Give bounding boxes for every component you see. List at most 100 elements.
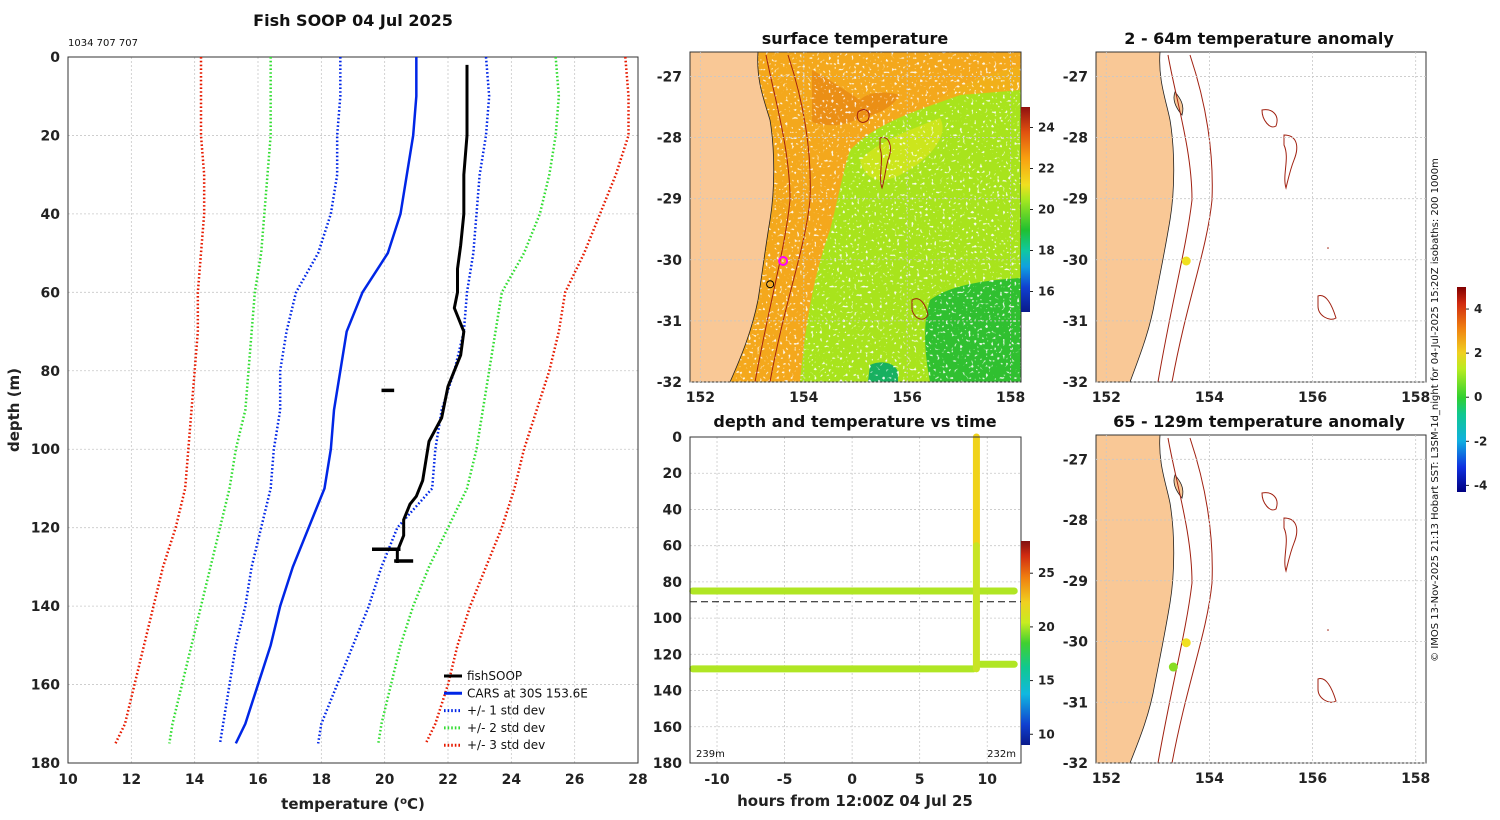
- map-y-tick-label: -31: [657, 314, 682, 330]
- anom-deep-seamount-2: [1283, 517, 1298, 573]
- sst-map-title: surface temperature: [762, 29, 949, 48]
- map-x-tick-label: 152: [1092, 390, 1121, 406]
- legend-label: +/- 2 std dev: [467, 721, 545, 735]
- sst-colorbar-ticks: 16 18 20 22 24: [1030, 121, 1055, 299]
- profile-x-tick-label: 18: [312, 772, 331, 788]
- time-x-tick-label: 10: [977, 772, 997, 788]
- map-x-tick-label: 156: [1298, 390, 1327, 406]
- map-x-tick-label: 158: [1401, 390, 1430, 406]
- time-grid: [690, 436, 1021, 764]
- legend-label: fishSOOP: [467, 669, 522, 683]
- time-colorbar-ticks: 10 15 20 25: [1030, 566, 1055, 741]
- time-x-tick-label: -10: [704, 772, 730, 788]
- map-y-tick-label: -30: [1063, 635, 1089, 651]
- profile-y-tick-label: 40: [41, 207, 61, 223]
- map-x-tick-label: 158: [1401, 771, 1430, 787]
- time-y-tick-label: 160: [653, 720, 682, 736]
- profile-y-label: depth (m): [5, 368, 23, 452]
- anom-colorbar-ticks: -4 -2 0 2 4: [1466, 302, 1487, 492]
- anom-deep-point: [1181, 638, 1191, 648]
- time-left-label: 239m: [696, 749, 725, 760]
- sst-other-marker: [766, 280, 775, 289]
- sst-isobath-1000: [769, 54, 811, 382]
- profile-x-label: temperature (oC): [281, 795, 425, 813]
- map-x-tick-label: 156: [893, 390, 922, 406]
- anom-deep-seamount-1: [1261, 492, 1278, 511]
- map-y-tick-label: -27: [657, 69, 682, 85]
- map-y-tick-label: -32: [657, 375, 682, 391]
- sst-land: [690, 52, 775, 382]
- sst-colorbar: [1021, 107, 1030, 312]
- profile-line-cars: [234, 57, 418, 744]
- legend-label: +/- 1 std dev: [467, 704, 545, 718]
- time-y-tick-label: 180: [653, 756, 682, 772]
- profile-line-std2: [168, 57, 272, 744]
- anom-shallow-land: [1096, 52, 1175, 382]
- profile-x-tick-label: 28: [628, 772, 647, 788]
- map-x-tick-label: 154: [1195, 390, 1224, 406]
- anom-colorbar: [1457, 287, 1466, 492]
- profile-y-ticks: 0 20 40 60 80 100 120 140 160 180: [31, 50, 60, 772]
- time-y-tick-label: 120: [653, 647, 682, 663]
- anom-shallow-isobath-200: [1157, 54, 1193, 382]
- colorbar-tick-label: 25: [1038, 566, 1055, 580]
- map-y-tick-label: -29: [657, 192, 682, 208]
- sst-map-ticks: 152 154 156 158 -27 -28 -29 -30 -31 -32: [657, 69, 1026, 406]
- profile-y-tick-label: 60: [41, 285, 61, 301]
- map-x-tick-label: 152: [686, 390, 715, 406]
- map-y-tick-label: -32: [1063, 756, 1088, 772]
- profile-line-std1: [218, 57, 342, 744]
- profile-line-std2: [377, 56, 561, 744]
- anom-deep-panel: 65 - 129m temperature anomaly 152 154 156 1…: [1063, 412, 1431, 787]
- map-x-tick-label: 158: [996, 390, 1025, 406]
- profile-panel: Fish SOOP 04 Jul 2025 1034 707 707 10 12 1…: [5, 11, 648, 813]
- credit-text: © IMOS 13-Nov-2025 21:13 Hobart SST: L3S…: [1430, 158, 1441, 662]
- time-y-tick-label: 80: [663, 575, 683, 591]
- colorbar-tick-label: 10: [1038, 727, 1055, 741]
- anom-deep-isobath-200: [1157, 437, 1193, 763]
- time-y-tick-label: 0: [672, 430, 682, 446]
- colorbar-tick-label: -4: [1474, 478, 1487, 492]
- time-x-label: hours from 12:00Z 04 Jul 25: [737, 792, 973, 810]
- profile-legend: fishSOOP CARS at 30S 153.6E +/- 1 std dev +…: [444, 669, 588, 752]
- sst-seamount-3: [911, 298, 929, 320]
- profile-y-tick-label: 180: [31, 756, 60, 772]
- time-y-tick-label: 100: [653, 611, 682, 627]
- anom-deep-points: [1168, 638, 1191, 672]
- sst-ship-marker: [778, 256, 789, 266]
- profile-x-tick-label: 26: [565, 772, 584, 788]
- time-y-tick-label: 140: [653, 684, 682, 700]
- anom-shallow-point: [1181, 256, 1191, 266]
- map-y-tick-label: -29: [1063, 192, 1088, 208]
- colorbar-tick-label: 0: [1474, 390, 1482, 404]
- map-x-tick-label: 156: [1298, 771, 1327, 787]
- time-x-tick-label: 5: [915, 772, 925, 788]
- profile-line-std3: [424, 56, 630, 744]
- anom-shallow-title: 2 - 64m temperature anomaly: [1124, 29, 1394, 48]
- map-y-tick-label: -27: [1063, 452, 1088, 468]
- profile-y-tick-label: 20: [41, 128, 61, 144]
- colorbar-tick-label: -2: [1474, 434, 1487, 448]
- time-tracks: [689, 433, 1021, 673]
- profile-y-tick-label: 0: [50, 50, 60, 66]
- map-y-tick-label: -32: [1063, 375, 1088, 391]
- sst-isobath-200: [754, 54, 791, 382]
- legend-label: +/- 3 std dev: [467, 738, 545, 752]
- profile-x-ticks: 10 12 14 16 18 20 22 24 26 28: [58, 772, 647, 788]
- anom-shallow-points: [1181, 256, 1191, 266]
- colorbar-tick-label: 20: [1038, 203, 1055, 217]
- colorbar-tick-label: 20: [1038, 620, 1055, 634]
- time-panel: depth and temperature vs time -10 -5 0 5 100…: [653, 412, 1055, 810]
- profile-axes-frame: [67, 56, 639, 764]
- legend-label: CARS at 30S 153.6E: [467, 686, 588, 700]
- map-y-tick-label: -31: [1063, 695, 1088, 711]
- profile-line-std1: [316, 56, 491, 744]
- time-title: depth and temperature vs time: [713, 412, 996, 431]
- map-y-tick-label: -28: [1063, 131, 1088, 147]
- colorbar-tick-label: 15: [1038, 674, 1055, 688]
- profile-series: [114, 56, 630, 744]
- anom-deep-isobath-1000: [1171, 437, 1213, 763]
- map-x-tick-label: 152: [1092, 771, 1121, 787]
- colorbar-tick-label: 2: [1474, 346, 1482, 360]
